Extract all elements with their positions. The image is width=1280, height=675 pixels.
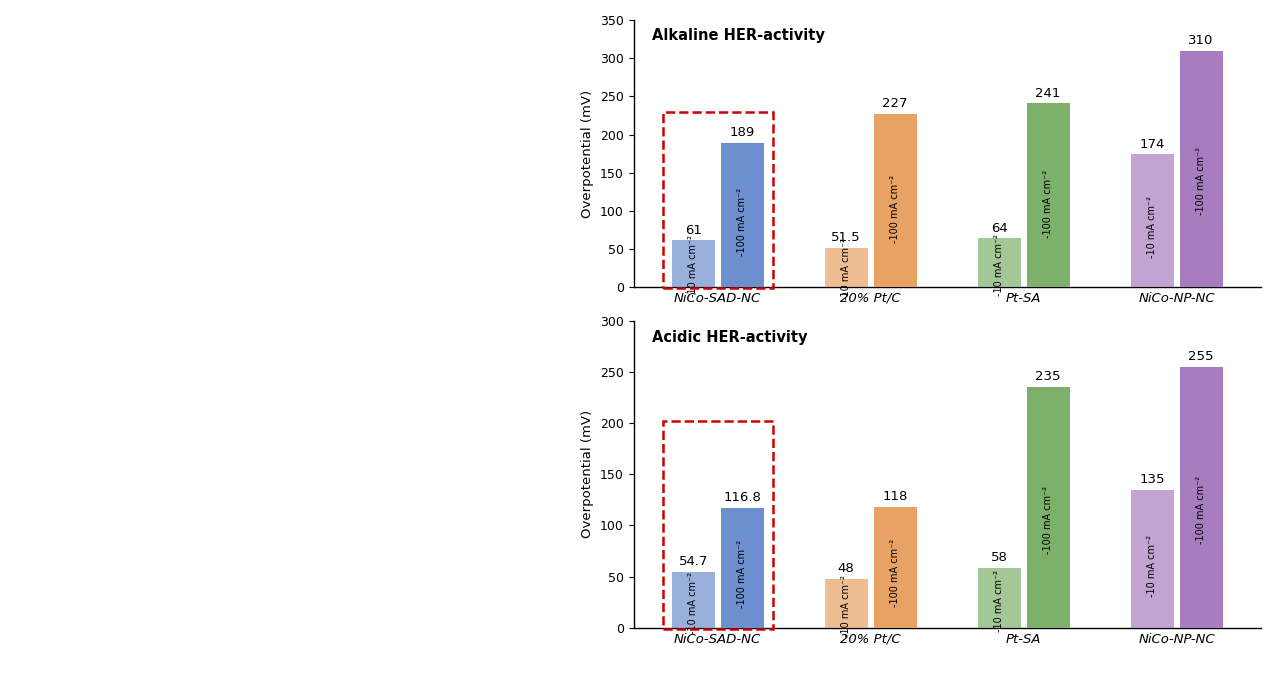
Bar [1027, 387, 1070, 628]
Text: 255: 255 [1188, 350, 1213, 362]
Text: -100 mA cm⁻²: -100 mA cm⁻² [737, 188, 748, 256]
Text: -10 mA cm⁻²: -10 mA cm⁻² [841, 574, 851, 637]
Text: 64: 64 [991, 221, 1007, 235]
Bar [663, 111, 773, 288]
Text: 189: 189 [730, 126, 755, 140]
Text: -10 mA cm⁻²: -10 mA cm⁻² [995, 234, 1005, 296]
Bar [672, 240, 714, 287]
Text: 118: 118 [882, 490, 908, 503]
Bar [721, 143, 764, 287]
Bar [1130, 155, 1174, 287]
Bar [978, 238, 1020, 287]
Bar [1027, 103, 1070, 287]
Text: Acidic HER-activity: Acidic HER-activity [653, 330, 808, 345]
Bar [824, 248, 868, 287]
Text: -100 mA cm⁻²: -100 mA cm⁻² [1196, 476, 1206, 544]
Text: 235: 235 [1036, 370, 1061, 383]
Text: -100 mA cm⁻²: -100 mA cm⁻² [1043, 485, 1053, 554]
Text: 135: 135 [1139, 472, 1165, 485]
Text: -10 mA cm⁻²: -10 mA cm⁻² [995, 570, 1005, 632]
Text: -100 mA cm⁻²: -100 mA cm⁻² [1196, 146, 1206, 215]
Bar [721, 508, 764, 628]
Text: 58: 58 [991, 551, 1007, 564]
Text: 174: 174 [1139, 138, 1165, 151]
Bar [978, 568, 1020, 628]
Text: -100 mA cm⁻²: -100 mA cm⁻² [737, 540, 748, 608]
Text: -100 mA cm⁻²: -100 mA cm⁻² [890, 175, 900, 243]
Text: 116.8: 116.8 [723, 491, 762, 504]
Text: 227: 227 [882, 97, 908, 111]
Bar [663, 421, 773, 629]
Bar [1180, 51, 1222, 287]
Text: -10 mA cm⁻²: -10 mA cm⁻² [1147, 535, 1157, 597]
Text: 310: 310 [1188, 34, 1213, 47]
Text: 54.7: 54.7 [678, 555, 708, 568]
Text: 51.5: 51.5 [832, 231, 861, 244]
Text: -10 mA cm⁻²: -10 mA cm⁻² [689, 235, 699, 297]
Text: 61: 61 [685, 224, 701, 237]
Text: -10 mA cm⁻²: -10 mA cm⁻² [689, 572, 699, 634]
Text: -100 mA cm⁻²: -100 mA cm⁻² [1043, 170, 1053, 238]
Text: -10 mA cm⁻²: -10 mA cm⁻² [841, 238, 851, 300]
Bar [1130, 489, 1174, 628]
Y-axis label: Overpotential (mV): Overpotential (mV) [581, 90, 594, 217]
Bar [672, 572, 714, 628]
Bar [874, 507, 916, 628]
Text: 48: 48 [838, 562, 855, 574]
Bar [874, 114, 916, 287]
Text: -10 mA cm⁻²: -10 mA cm⁻² [1147, 196, 1157, 259]
Text: 241: 241 [1036, 87, 1061, 100]
Y-axis label: Overpotential (mV): Overpotential (mV) [581, 410, 594, 538]
Bar [824, 578, 868, 628]
Bar [1180, 367, 1222, 628]
Text: Alkaline HER-activity: Alkaline HER-activity [653, 28, 826, 43]
Text: -100 mA cm⁻²: -100 mA cm⁻² [890, 539, 900, 608]
